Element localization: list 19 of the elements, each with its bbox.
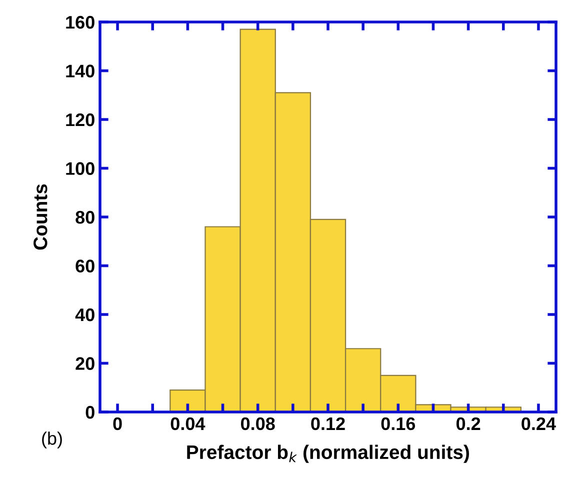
x-tick-label: 0.04 <box>170 417 206 430</box>
y-tick-label: 0 <box>86 406 94 419</box>
x-tick-label: 0.24 <box>522 417 556 430</box>
y-tick-label: 100 <box>66 162 94 175</box>
y-tick-label: 40 <box>75 308 94 322</box>
y-tick-label: 120 <box>66 113 94 126</box>
x-tick-label: 0 <box>113 417 122 430</box>
text: (b) <box>42 432 62 448</box>
y-axis-title: Counts <box>34 184 48 250</box>
y-tick-label: 60 <box>76 260 94 272</box>
y-tick-label: 160 <box>66 16 94 29</box>
x-tick-label: 0.08 <box>240 417 275 430</box>
x-axis-title: Prefactor b$_{k}$ (normalized units) <box>187 444 469 463</box>
x-tick-label: 0.16 <box>381 417 416 430</box>
x-tick-label: 0.2 <box>456 417 480 430</box>
x-tick-label: 0.12 <box>311 417 345 430</box>
y-tick-label: 80 <box>76 210 94 224</box>
y-tick-label: 20 <box>76 357 94 370</box>
y-tick-label: 140 <box>66 64 94 78</box>
